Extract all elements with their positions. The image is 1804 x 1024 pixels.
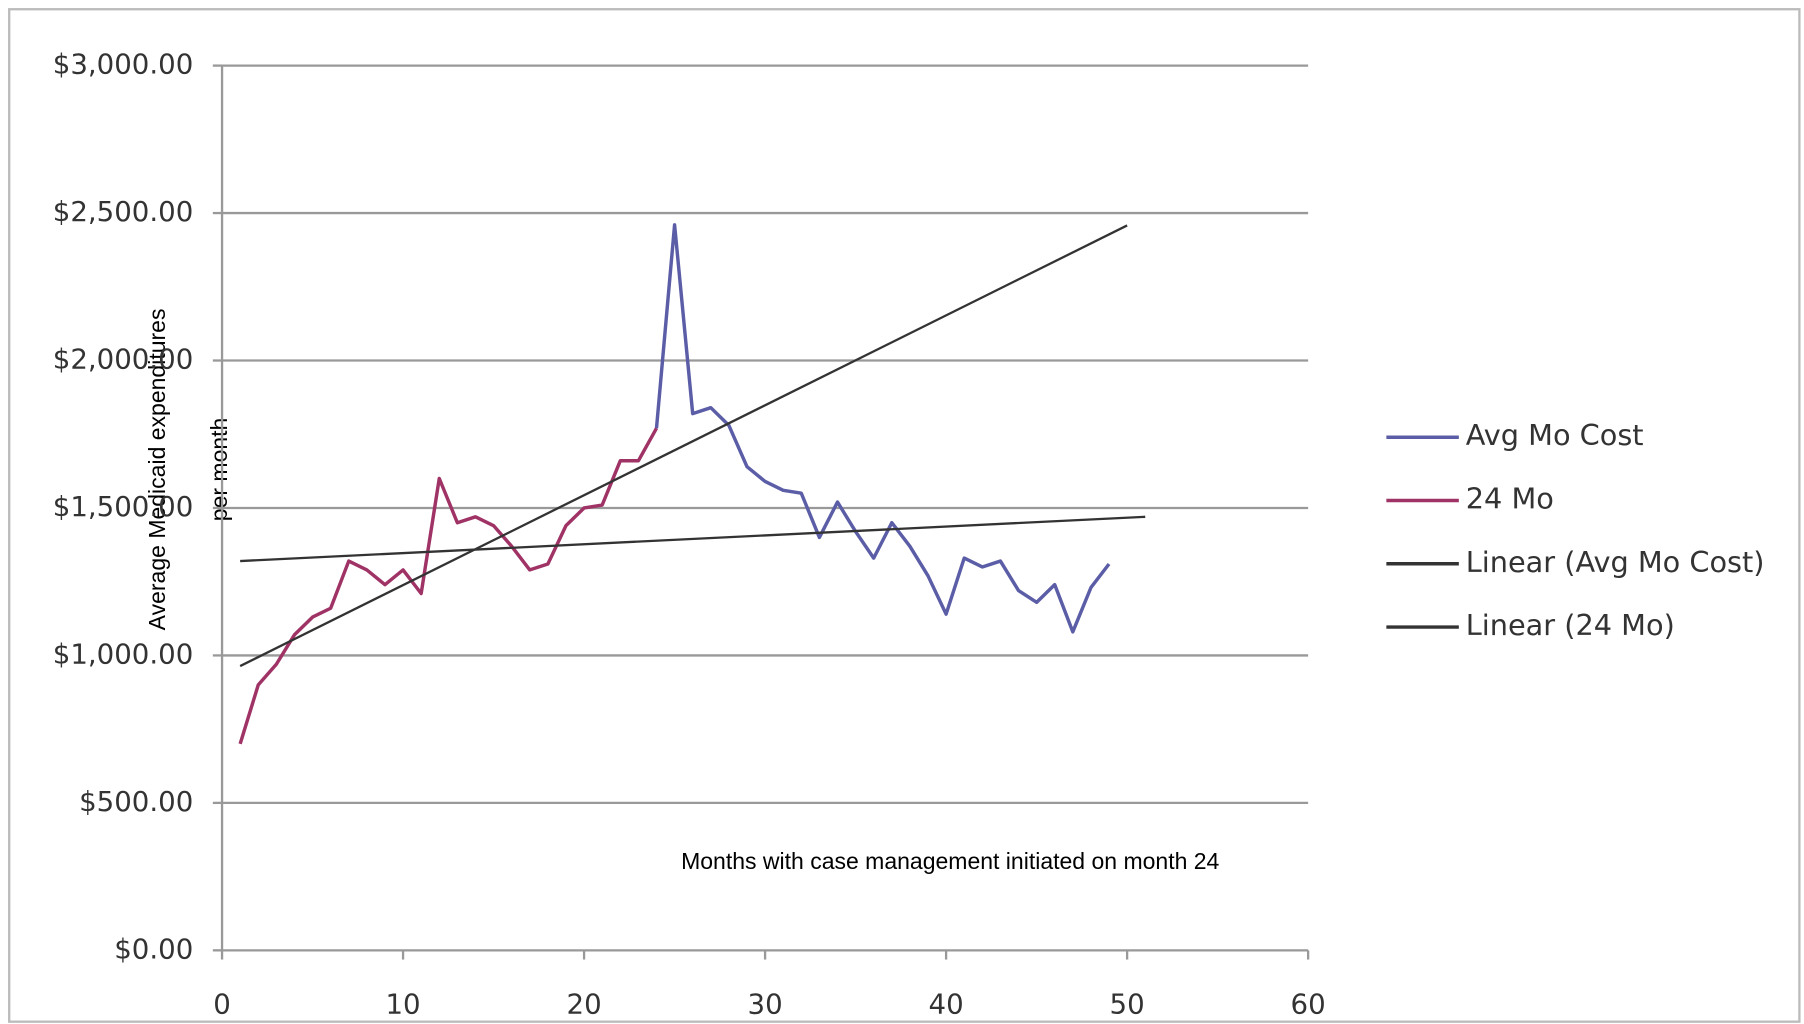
y-tick-label: $2,500.00 xyxy=(53,195,194,228)
legend-label: 24 Mo xyxy=(1466,481,1554,515)
frame xyxy=(8,8,1801,1023)
x-tick-label: 30 xyxy=(748,988,783,1021)
x-tick-label: 40 xyxy=(929,988,964,1021)
y-tick-label: $3,000.00 xyxy=(53,48,194,81)
x-tick-label: 0 xyxy=(213,988,231,1021)
x-axis-label: Months with case management initiated on… xyxy=(681,848,1219,874)
y-axis-label: per month xyxy=(206,418,232,522)
legend-label: Linear (24 Mo) xyxy=(1466,608,1675,642)
x-tick-label: 20 xyxy=(567,988,602,1021)
y-tick-label: $0.00 xyxy=(114,932,193,965)
x-tick-label: 10 xyxy=(385,988,420,1021)
x-tick-label: 60 xyxy=(1291,988,1326,1021)
trend-line xyxy=(239,224,1128,668)
y-axis-label: Average Medicaid expenditures xyxy=(144,309,170,631)
legend-label: Linear (Avg Mo Cost) xyxy=(1466,545,1765,579)
legend-label: Avg Mo Cost xyxy=(1466,418,1644,452)
line-series xyxy=(238,427,658,745)
line-series xyxy=(654,223,1111,634)
y-tick-label: $2,000.00 xyxy=(53,343,194,376)
y-tick-label: $1,500.00 xyxy=(53,490,194,523)
y-tick-label: $500.00 xyxy=(79,785,193,818)
x-tick-label: 50 xyxy=(1110,988,1145,1021)
trend-line xyxy=(240,515,1146,563)
y-tick-label: $1,000.00 xyxy=(53,637,194,670)
